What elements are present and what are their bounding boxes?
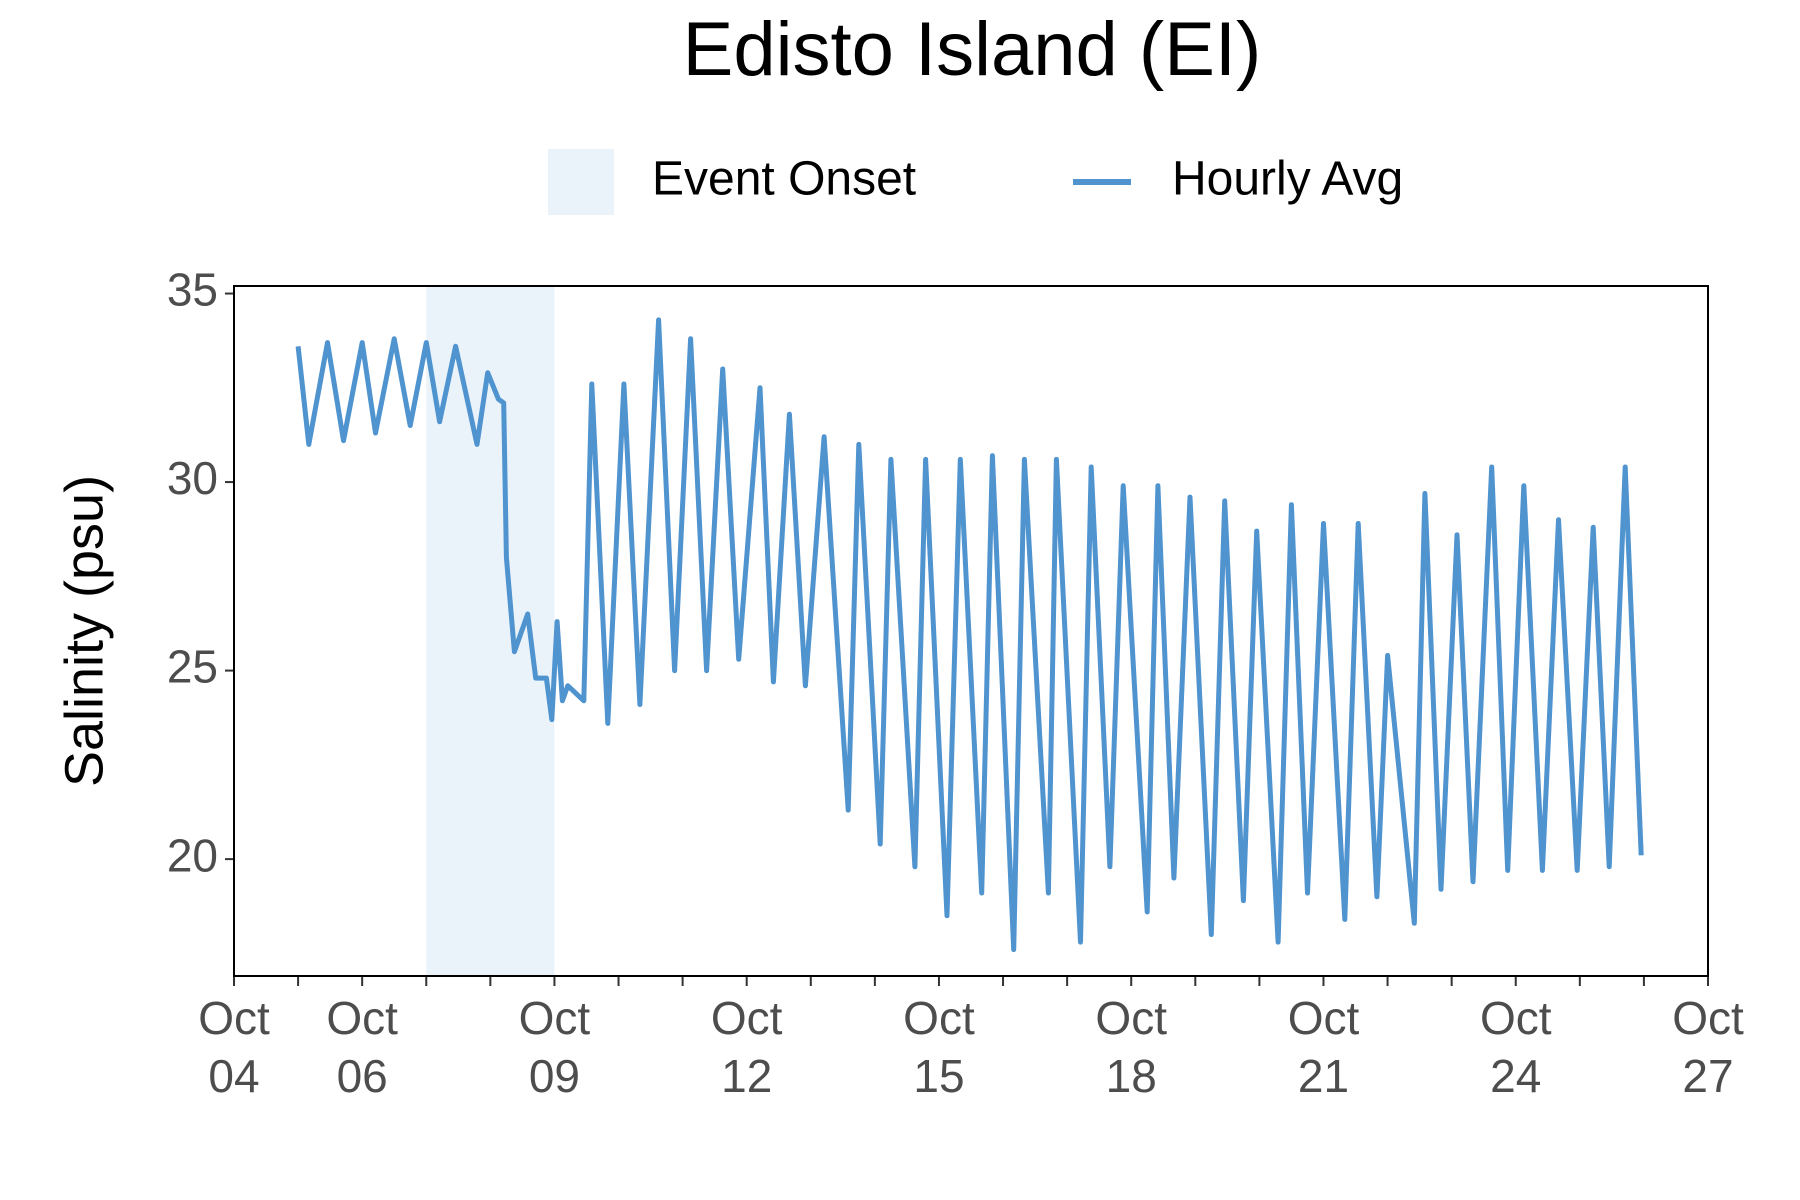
- x-tick-label: Oct 21: [1288, 992, 1360, 1102]
- x-tick-label: Oct 24: [1480, 992, 1552, 1102]
- plot-frame: [233, 285, 1709, 977]
- x-tick-label: Oct 27: [1672, 992, 1744, 1102]
- data-line: [295, 317, 1644, 953]
- legend-label: Hourly Avg: [1172, 153, 1403, 206]
- x-tick-label: Oct 15: [903, 992, 975, 1102]
- y-axis-label: Salinity (psu): [54, 475, 114, 787]
- y-tick-label: 30: [167, 452, 218, 504]
- chart-title: Edisto Island (EI): [683, 7, 1262, 92]
- y-tick-label: 35: [167, 264, 218, 316]
- x-tick-label: Oct 04: [198, 992, 270, 1102]
- x-tick-label: Oct 12: [711, 992, 783, 1102]
- x-tick-label: Oct 18: [1095, 992, 1167, 1102]
- legend-label: Event Onset: [652, 153, 916, 206]
- y-tick-label: 20: [167, 829, 218, 881]
- y-tick-label: 25: [167, 641, 218, 693]
- legend-swatch: [548, 149, 614, 215]
- shaded-region: [426, 286, 555, 976]
- x-tick-label: Oct 06: [326, 992, 398, 1102]
- x-tick-label: Oct 09: [519, 992, 591, 1102]
